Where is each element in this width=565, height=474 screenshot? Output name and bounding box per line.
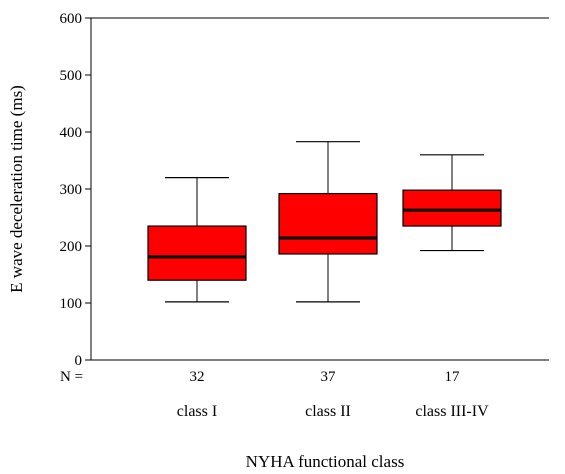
box-3	[402, 154, 502, 252]
n-count: 37	[321, 369, 337, 385]
n-count: 32	[190, 369, 205, 385]
y-axis-title: E wave deceleration time (ms)	[7, 85, 26, 293]
y-tick-label: 400	[60, 125, 83, 141]
category-labels: class I class II class III-IV	[177, 403, 489, 420]
iqr-box	[147, 225, 247, 281]
n-row: N = 32 37 17	[60, 369, 460, 385]
y-tick-label: 600	[60, 11, 83, 27]
category-label: class I	[177, 403, 217, 420]
y-tick-label: 500	[60, 68, 83, 84]
category-label: class III-IV	[415, 403, 489, 420]
category-label: class II	[305, 403, 351, 420]
n-label: N =	[60, 369, 83, 385]
x-axis-title: NYHA functional class	[246, 452, 405, 471]
boxes	[147, 141, 502, 303]
y-tick-label: 0	[75, 353, 83, 369]
y-tick-label: 100	[60, 296, 83, 312]
y-ticks: 0 100 200 300 400 500 600	[60, 11, 91, 369]
y-tick-label: 200	[60, 239, 83, 255]
n-count: 17	[445, 369, 461, 385]
axes	[90, 17, 549, 361]
box-2	[278, 141, 378, 303]
iqr-box	[278, 192, 378, 255]
box-1	[147, 177, 247, 303]
y-tick-label: 300	[60, 182, 83, 198]
iqr-box	[402, 189, 502, 227]
